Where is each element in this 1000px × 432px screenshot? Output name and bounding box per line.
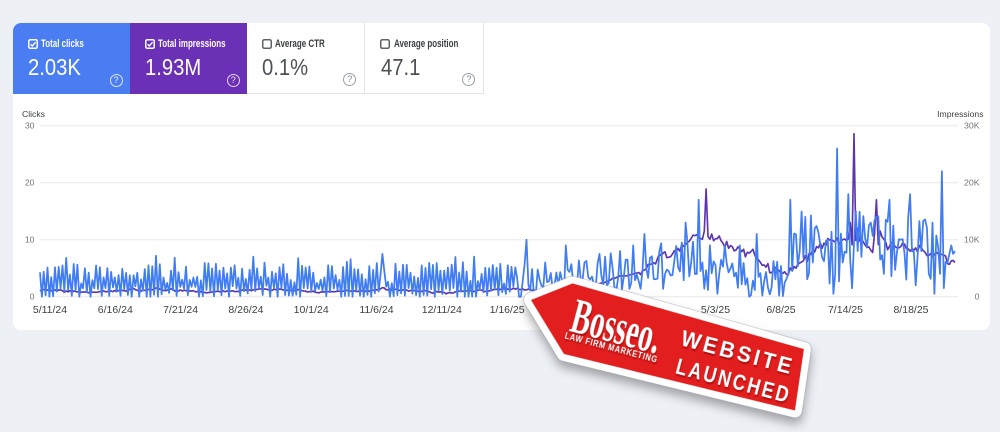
svg-text:10/1/24: 10/1/24	[294, 304, 329, 316]
svg-text:6/8/25: 6/8/25	[766, 304, 795, 316]
svg-text:0: 0	[30, 292, 35, 302]
svg-text:0: 0	[975, 292, 980, 302]
svg-text:12/11/24: 12/11/24	[422, 304, 462, 316]
svg-text:Clicks: Clicks	[22, 109, 45, 119]
svg-text:30K: 30K	[964, 121, 980, 131]
svg-text:20K: 20K	[964, 178, 980, 188]
svg-text:5/11/24: 5/11/24	[33, 304, 67, 316]
svg-text:10K: 10K	[964, 235, 980, 245]
svg-text:30: 30	[25, 121, 35, 131]
svg-text:5/3/25: 5/3/25	[701, 304, 730, 316]
svg-text:11/6/24: 11/6/24	[359, 304, 393, 316]
svg-text:7/21/24: 7/21/24	[163, 304, 198, 316]
svg-text:20: 20	[25, 178, 35, 188]
svg-text:1/16/25: 1/16/25	[490, 304, 525, 316]
svg-text:6/16/24: 6/16/24	[98, 304, 133, 316]
svg-text:8/18/25: 8/18/25	[893, 304, 928, 316]
svg-text:Impressions: Impressions	[937, 109, 983, 119]
svg-text:10: 10	[25, 235, 35, 245]
svg-text:8/26/24: 8/26/24	[228, 304, 263, 316]
svg-text:7/14/25: 7/14/25	[828, 304, 863, 316]
